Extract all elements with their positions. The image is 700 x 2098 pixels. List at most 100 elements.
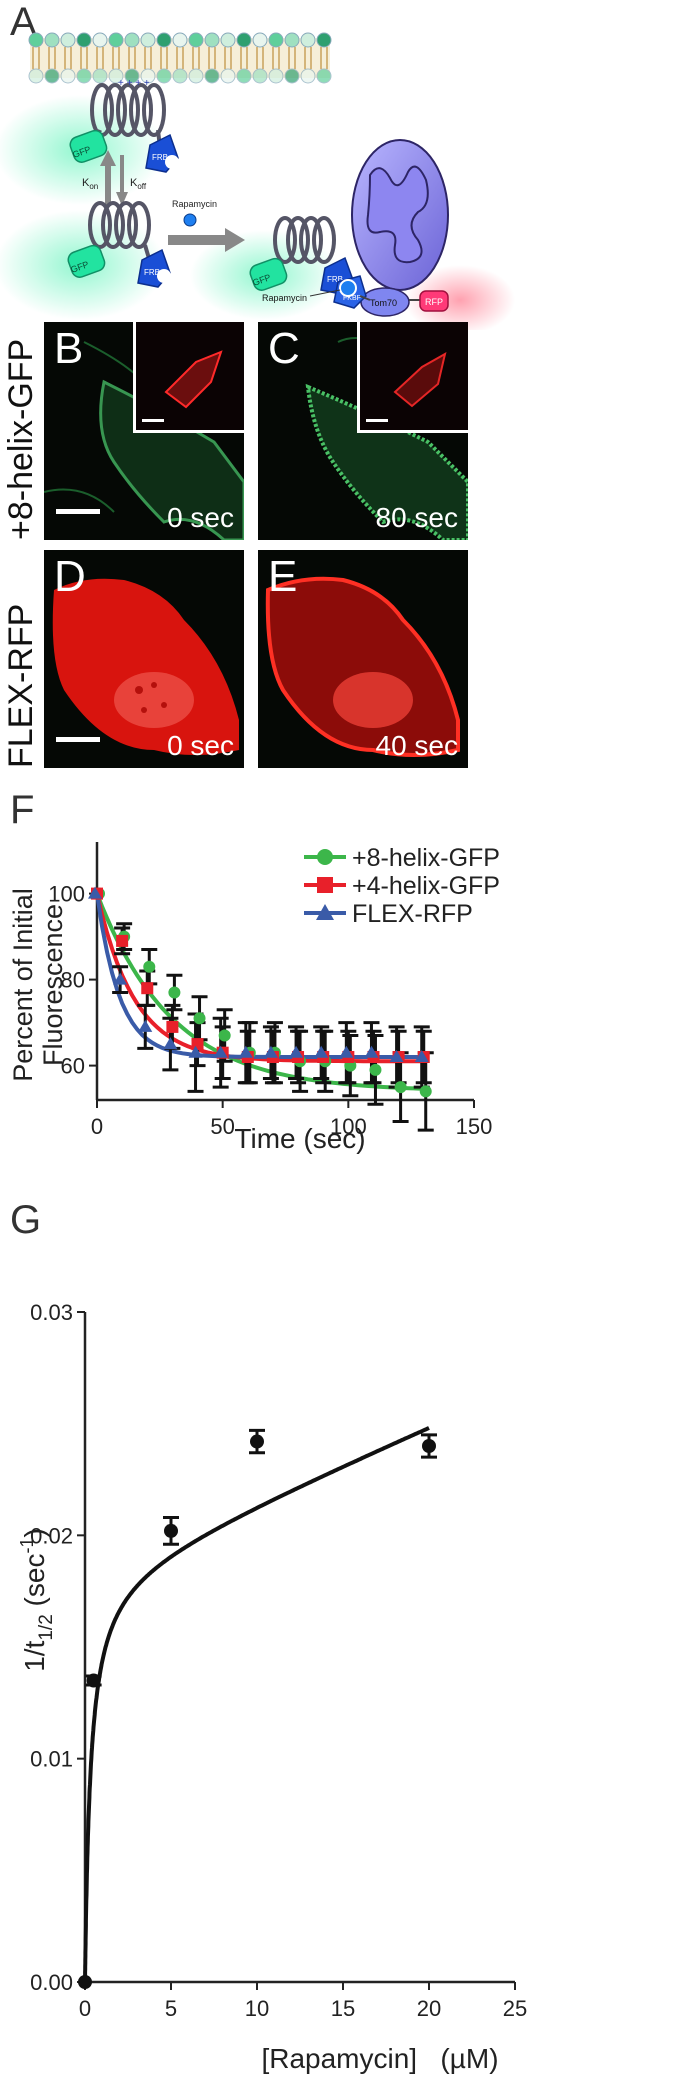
- legend-label: +4-helix-GFP: [352, 872, 500, 900]
- lipid-tail-icon: [48, 47, 56, 69]
- lipid-head-icon: [268, 32, 284, 48]
- timestamp-e: 40 sec: [375, 730, 459, 761]
- lipid-head-icon: [92, 68, 108, 84]
- timestamp-c: 80 sec: [375, 502, 459, 533]
- data-point: [364, 1045, 379, 1058]
- lipid-head-icon: [140, 68, 156, 84]
- lipid-head-icon: [108, 68, 124, 84]
- helix-bottom-icon: [88, 201, 151, 249]
- chart-g-x-tick-label: 15: [331, 1996, 355, 2021]
- helix-right-icon: [273, 216, 336, 264]
- legend-marker: [317, 849, 333, 865]
- rapamycin-label-top: Rapamycin: [172, 199, 217, 209]
- lipid-tail-icon: [64, 47, 72, 69]
- lipid-tail-icon: [240, 47, 248, 69]
- rapamycin-molecule-icon: [183, 213, 197, 227]
- data-point: [394, 1081, 407, 1094]
- chart-g-y-tick-label: 0.00: [30, 1970, 73, 1995]
- gfp-barrel-right-icon: [249, 257, 288, 291]
- frb-top-icon: [145, 133, 179, 173]
- chart-f-axes: 0 50 100 150 60 80 100: [48, 842, 492, 1139]
- kon-koff-arrows: [100, 150, 128, 206]
- lipid-head-icon: [76, 32, 92, 48]
- chart-f-x-tick-label: 150: [456, 1114, 493, 1139]
- data-point: [213, 1045, 228, 1058]
- lipid-head-icon: [220, 68, 236, 84]
- schematic-diagram: + + + + GFP FRB Kon Koff GFP FRB Rapamyc…: [0, 32, 515, 330]
- lipid-head-icon: [172, 32, 188, 48]
- lipid-head-icon: [300, 68, 316, 84]
- chart-f-y-tick-label: 100: [48, 882, 85, 907]
- rapamycin-label-bottom: Rapamycin: [262, 293, 307, 303]
- lipid-tail-icon: [208, 47, 216, 69]
- lipid-tail-icon: [128, 47, 136, 69]
- lipid-tail-icon: [144, 47, 152, 69]
- lipid-head-icon: [252, 32, 268, 48]
- data-point: [88, 886, 102, 899]
- lipid-tail-icon: [32, 47, 40, 69]
- chart-f-x-tick-label: 50: [210, 1114, 234, 1139]
- lipid-head-icon: [156, 68, 172, 84]
- data-point: [163, 1037, 178, 1050]
- chart-f-x-tick-label: 0: [91, 1114, 103, 1139]
- chart-g-points: [78, 1434, 436, 1989]
- chart-f-x-tick-label: 100: [330, 1114, 367, 1139]
- lipid-tail-icon: [304, 47, 312, 69]
- lipid-head-icon: [76, 68, 92, 84]
- lipid-tail-icon: [96, 47, 104, 69]
- lipid-tail-icon: [256, 47, 264, 69]
- lipid-head-icon: [92, 32, 108, 48]
- micrograph-c: C 80 sec: [258, 322, 468, 540]
- lipid-head-icon: [236, 32, 252, 48]
- data-point: [138, 1019, 153, 1032]
- data-point: [314, 1045, 329, 1058]
- lipid-head-icon: [28, 68, 44, 84]
- helix-top-icon: [90, 83, 166, 137]
- lipid-head-icon: [220, 32, 236, 48]
- data-point: [116, 934, 129, 947]
- legend-label: FLEX-RFP: [352, 900, 473, 928]
- micrograph-d: D 0 sec: [44, 550, 244, 768]
- data-point: [389, 1050, 404, 1062]
- lipid-head-icon: [44, 68, 60, 84]
- legend-label: +8-helix-GFP: [352, 844, 500, 872]
- lipid-head-icon: [124, 32, 140, 48]
- panel-letter-g: G: [10, 1198, 42, 1242]
- gfp-barrel-bottom-icon: [67, 244, 106, 278]
- chart-g-y-label: 1/t1/2 (sec-1): [17, 1528, 57, 1672]
- data-point: [78, 1975, 92, 1989]
- lipid-tail-icon: [288, 47, 296, 69]
- lipid-tail-icon: [192, 47, 200, 69]
- timestamp-b: 0 sec: [167, 502, 234, 533]
- svg-text:FRB: FRB: [144, 268, 160, 277]
- lipid-tail-icon: [112, 47, 120, 69]
- lipid-head-icon: [60, 32, 76, 48]
- chart-g-axes: 0 5 10 15 20 25 0.00 0.01 0.02 0.03: [30, 1300, 527, 2021]
- data-point: [143, 960, 156, 973]
- data-point: [193, 1012, 206, 1025]
- chart-g-y-tick-label: 0.03: [30, 1300, 73, 1325]
- lipid-head-icon: [124, 68, 140, 84]
- svg-text:+ + + +: + + + +: [118, 78, 150, 89]
- frb-label-top: FRB: [152, 153, 168, 162]
- micrograph-b: B 0 sec: [44, 322, 244, 540]
- scale-bar-b: [56, 509, 100, 514]
- fit-curve--8-helix-gfp: [95, 892, 424, 1091]
- lipid-tail-icon: [272, 47, 280, 69]
- lipid-head-icon: [268, 68, 284, 84]
- data-point: [191, 1038, 204, 1051]
- data-point: [419, 1085, 432, 1098]
- inset-b: [133, 322, 244, 433]
- chart-g-y-tick-label: 0.02: [30, 1523, 73, 1548]
- timestamp-d: 0 sec: [167, 730, 234, 761]
- data-point: [164, 1523, 178, 1538]
- lipid-tail-icon: [320, 47, 328, 69]
- data-point: [218, 1029, 231, 1042]
- data-point: [422, 1439, 436, 1453]
- inset-c: [357, 322, 468, 433]
- chart-g-x-tick-label: 5: [165, 1996, 177, 2021]
- lipid-head-icon: [188, 32, 204, 48]
- frb-bottom-icon: [137, 248, 171, 288]
- data-point: [113, 972, 128, 985]
- chart-g-x-tick-label: 20: [417, 1996, 441, 2021]
